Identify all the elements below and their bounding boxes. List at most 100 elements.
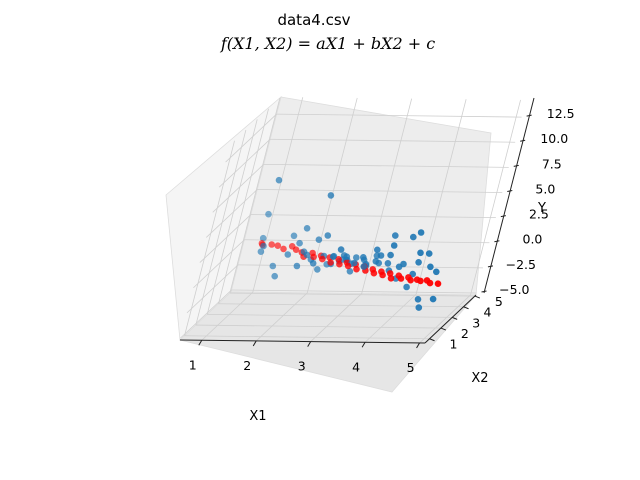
data-point (309, 260, 317, 267)
data-point (327, 192, 335, 199)
y-tick-mark (463, 306, 469, 310)
data-point (303, 225, 311, 232)
z-gridline-left (199, 214, 252, 263)
y-gridline-left (218, 108, 269, 304)
data-point (337, 246, 345, 253)
x-gridline-floor (201, 291, 254, 341)
z-tick-label: 12.5 (547, 106, 575, 121)
data-point (259, 234, 267, 242)
data-point (343, 253, 351, 260)
fitted-point (417, 277, 424, 285)
y-tick-label: 1 (450, 337, 458, 352)
fitted-point (407, 276, 414, 284)
y-gridline-left (206, 119, 258, 315)
z-tick-label: −2.5 (506, 257, 536, 272)
z-gridline-left (186, 264, 239, 314)
z-gridline-left (225, 113, 277, 163)
data-point (293, 262, 301, 270)
y-tick-label: 4 (484, 305, 492, 320)
z-tick-label: −5.0 (499, 282, 529, 297)
data-point (315, 236, 323, 243)
data-points (257, 176, 442, 311)
data-point (257, 248, 265, 255)
data-point (360, 263, 368, 270)
data-point (400, 260, 407, 268)
fitted-point (327, 259, 334, 266)
data-point (296, 239, 303, 247)
x-tick-label: 2 (243, 358, 251, 373)
z-gridline-back (231, 289, 477, 294)
z-axis-label: Y (537, 201, 546, 216)
x-gridline-back (361, 98, 413, 294)
x-gridline-back (415, 99, 467, 295)
data-point (275, 176, 283, 184)
x-tick-mark (307, 341, 312, 347)
data-point (360, 253, 367, 261)
z-tick-label: 5.0 (535, 181, 555, 196)
data-point (324, 232, 332, 239)
data-point (372, 258, 380, 265)
y-gridline-floor (218, 303, 464, 308)
y-gridline-left (195, 129, 247, 326)
data-point (417, 249, 424, 257)
y-gridline-floor (229, 292, 475, 297)
z-gridline-left (212, 164, 265, 213)
x-tick-label: 3 (298, 359, 306, 374)
data-point (377, 252, 385, 259)
z-gridline-left (206, 189, 258, 238)
z-tick-label: 0.0 (523, 232, 543, 247)
fitted-point (268, 241, 276, 248)
x-tick-mark (361, 342, 366, 348)
data-point (415, 259, 422, 266)
data-point (414, 296, 422, 303)
data-point (303, 251, 311, 259)
data-point (392, 232, 399, 239)
y-tick-mark (474, 295, 481, 299)
z-gridline-back (250, 214, 496, 219)
data-point (290, 232, 298, 240)
fitted-point (434, 280, 442, 288)
data-point (284, 251, 292, 258)
x-tick-label: 4 (352, 359, 360, 374)
fitted-point (386, 270, 394, 277)
x-tick-mark (252, 340, 257, 347)
y-gridline-left (184, 140, 235, 336)
y-axis-line (424, 294, 477, 344)
y-gridline-floor (184, 335, 430, 340)
z-gridline-back (276, 113, 522, 118)
x-axis-label: X1 (249, 409, 266, 424)
y-axis-label: X2 (471, 371, 488, 386)
data-point (415, 304, 423, 311)
z-axis-line (483, 97, 535, 294)
data-point (374, 246, 381, 254)
z-gridline-back (244, 239, 490, 244)
data-point (314, 266, 321, 273)
fitted-point (336, 260, 343, 268)
fitted-point (353, 265, 360, 273)
z-gridline-back (257, 189, 503, 193)
data-point (271, 272, 279, 280)
data-point (265, 210, 272, 218)
y-tick-mark (440, 327, 447, 331)
data-point (329, 253, 337, 260)
axis-lines (179, 97, 535, 349)
fitted-point (280, 245, 287, 253)
x-gridline-back (252, 97, 304, 293)
grid-lines (180, 97, 522, 344)
data-point (346, 268, 354, 275)
z-gridline-left (180, 289, 232, 339)
data-point (427, 263, 434, 271)
x-gridline-floor (419, 294, 471, 344)
x-gridline-floor (255, 292, 308, 342)
data-point (260, 242, 267, 250)
fitted-point (274, 242, 282, 249)
x-axis-line (179, 339, 426, 344)
z-gridline-back (270, 138, 516, 143)
z-gridline-back (263, 163, 509, 168)
fitted-point (370, 269, 378, 277)
fitted-point (397, 275, 405, 282)
x-gridline-floor (364, 293, 417, 343)
data-point (390, 242, 398, 249)
z-tick-label: 2.5 (529, 207, 549, 222)
fitted-point (344, 262, 352, 270)
